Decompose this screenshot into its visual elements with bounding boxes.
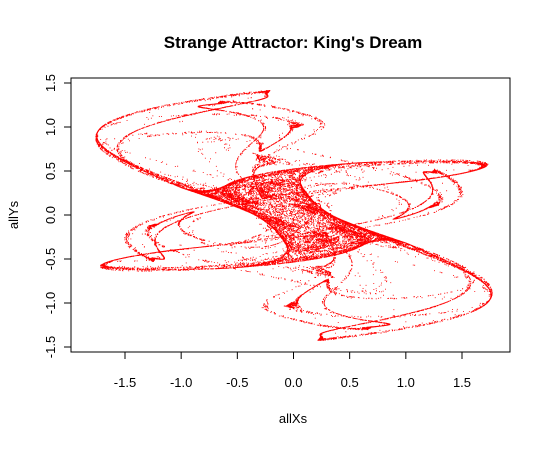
x-tick-label: -1.0 xyxy=(170,375,192,390)
y-axis-label: allYs xyxy=(6,200,21,229)
x-tick-label: 1.0 xyxy=(397,375,415,390)
y-tick-label: -1.5 xyxy=(43,336,58,358)
attractor-points xyxy=(95,90,493,341)
x-axis: -1.5 -1.0 -0.5 0.0 0.5 1.0 1.5 xyxy=(114,351,471,390)
y-tick-label: -0.5 xyxy=(43,248,58,270)
x-tick-label: -0.5 xyxy=(226,375,248,390)
x-tick-label: 0.0 xyxy=(284,375,302,390)
x-tick-label: -1.5 xyxy=(114,375,136,390)
y-axis: -1.5 -1.0 -0.5 0.0 0.5 1.0 1.5 xyxy=(43,74,72,358)
y-tick-label: 1.5 xyxy=(43,74,58,92)
plot-frame xyxy=(70,77,511,353)
x-tick-label: 1.5 xyxy=(453,375,471,390)
x-tick-label: 0.5 xyxy=(341,375,359,390)
y-tick-label: -1.0 xyxy=(43,292,58,314)
y-tick-label: 1.0 xyxy=(43,118,58,136)
x-axis-label: allXs xyxy=(279,411,308,426)
y-tick-label: 0.5 xyxy=(43,162,58,180)
data-points xyxy=(95,90,493,341)
y-tick-label: 0.0 xyxy=(43,206,58,224)
chart-title: Strange Attractor: King's Dream xyxy=(164,33,422,52)
